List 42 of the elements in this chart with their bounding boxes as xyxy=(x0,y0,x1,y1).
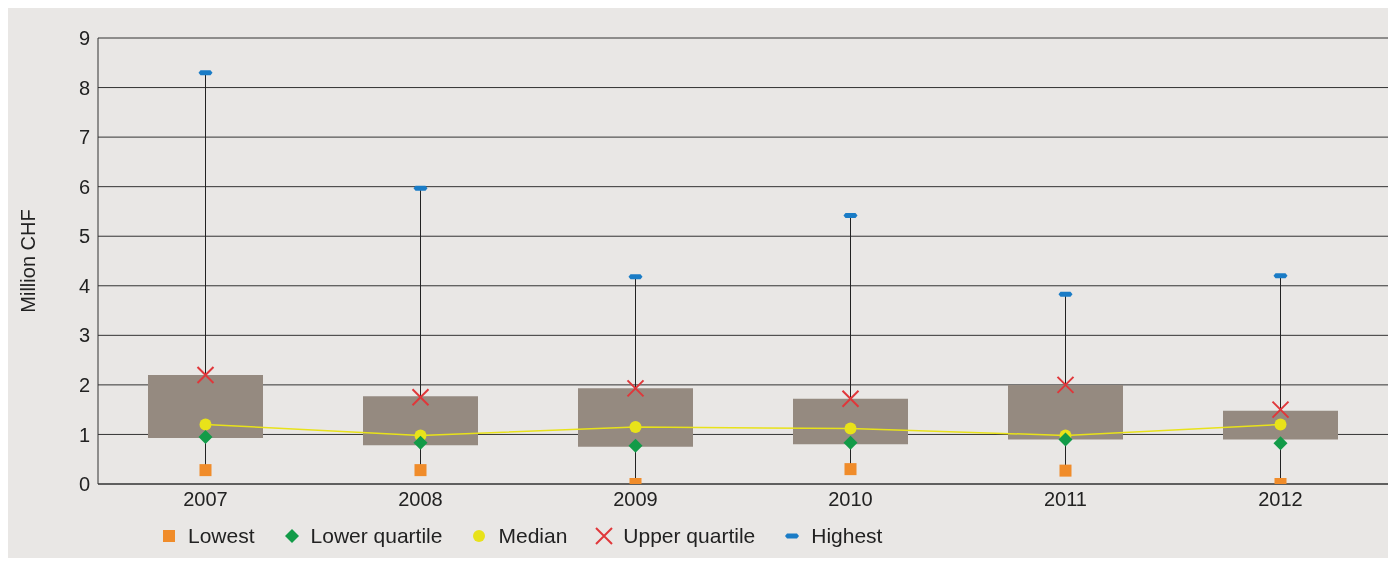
point xyxy=(841,389,860,408)
y-tick-label: 1 xyxy=(78,423,90,446)
legend-label: Upper quartile xyxy=(622,524,756,548)
y-tick-label: 4 xyxy=(78,274,90,297)
x-tick-label: 2008 xyxy=(398,488,443,511)
point xyxy=(1058,432,1073,447)
point xyxy=(626,379,645,398)
x-tick-label: 2009 xyxy=(613,488,658,511)
point xyxy=(199,418,212,431)
point xyxy=(1059,464,1072,477)
y-tick-label: 9 xyxy=(78,27,90,50)
point xyxy=(1274,418,1287,431)
y-tick-label: 8 xyxy=(78,76,90,99)
x-tick-label: 2011 xyxy=(1043,488,1088,511)
y-tick-label: 3 xyxy=(78,324,90,347)
point xyxy=(843,435,858,450)
y-axis-title: Million CHF xyxy=(17,209,40,313)
legend-label: Lowest xyxy=(187,524,255,548)
point xyxy=(628,438,643,453)
point xyxy=(844,422,857,435)
point xyxy=(411,388,430,407)
x-tick-label: 2007 xyxy=(183,488,228,511)
y-tick-label: 2 xyxy=(78,373,90,396)
point xyxy=(199,464,212,477)
point xyxy=(1056,375,1075,394)
x-tick-label: 2012 xyxy=(1258,488,1303,511)
point xyxy=(414,464,427,477)
legend-label: Highest xyxy=(810,524,883,548)
point xyxy=(1271,400,1290,419)
point xyxy=(629,421,642,434)
y-tick-label: 0 xyxy=(78,473,90,496)
x-tick-label: 2010 xyxy=(828,488,873,511)
point xyxy=(413,435,428,450)
legend-label: Median xyxy=(497,524,568,548)
y-tick-label: 7 xyxy=(78,126,90,149)
point xyxy=(844,463,857,476)
point xyxy=(198,429,213,444)
point xyxy=(1273,436,1288,451)
point xyxy=(196,365,215,384)
legend-label: Lower quartile xyxy=(309,524,443,548)
y-tick-label: 6 xyxy=(78,175,90,198)
y-tick-label: 5 xyxy=(78,225,90,248)
